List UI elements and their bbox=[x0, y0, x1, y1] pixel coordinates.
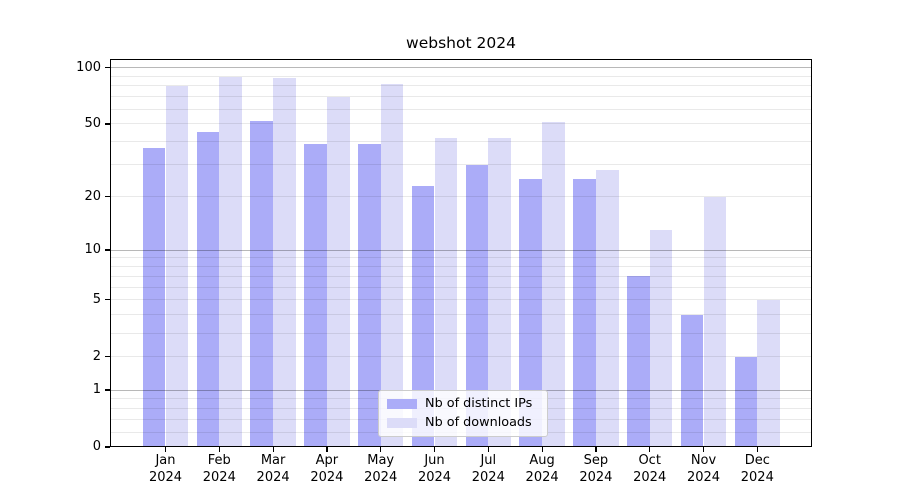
x-tick-mark bbox=[272, 447, 274, 452]
legend-label: Nb of downloads bbox=[425, 415, 532, 430]
bar-distinct-ips bbox=[304, 143, 327, 447]
gridline bbox=[110, 266, 812, 267]
bar-distinct-ips bbox=[411, 185, 435, 447]
y-tick-label: 100 bbox=[76, 59, 101, 75]
y-tick-mark bbox=[104, 123, 110, 125]
bar-distinct-ips bbox=[357, 143, 381, 447]
plot-area: Nb of distinct IPs Nb of downloads bbox=[110, 59, 812, 447]
bar-downloads bbox=[219, 77, 243, 447]
gridline bbox=[110, 75, 812, 77]
gridline bbox=[110, 356, 812, 358]
gridline bbox=[110, 286, 812, 288]
bar-distinct-ips bbox=[680, 314, 704, 447]
bar-downloads bbox=[757, 299, 781, 447]
gridline bbox=[110, 108, 812, 110]
y-tick-mark bbox=[104, 299, 110, 301]
gridline bbox=[110, 85, 812, 87]
bar-distinct-ips bbox=[465, 164, 489, 447]
y-tick-label: 2 bbox=[92, 348, 101, 364]
y-tick-mark bbox=[104, 446, 110, 448]
x-tick-label: Aug 2024 bbox=[525, 453, 559, 485]
bar-downloads bbox=[649, 230, 673, 447]
y-tick-mark bbox=[104, 67, 110, 69]
x-tick-mark bbox=[702, 447, 705, 452]
bar-downloads bbox=[434, 137, 458, 447]
x-tick-label: Nov 2024 bbox=[686, 453, 721, 485]
bar-downloads bbox=[273, 78, 296, 447]
x-tick-label: Dec 2024 bbox=[740, 453, 774, 485]
bar-distinct-ips bbox=[734, 356, 758, 447]
gridline bbox=[110, 164, 812, 166]
y-tick-label: 0 bbox=[92, 439, 101, 454]
x-tick-mark bbox=[326, 447, 328, 452]
gridline bbox=[110, 123, 812, 125]
y-tick-label: 1 bbox=[92, 382, 101, 397]
bars-layer bbox=[110, 59, 812, 447]
gridline bbox=[110, 141, 812, 143]
legend-row: Nb of downloads bbox=[387, 416, 539, 430]
y-tick-label: 10 bbox=[84, 242, 101, 257]
gridline bbox=[110, 332, 812, 334]
gridline bbox=[110, 249, 812, 251]
x-tick-mark bbox=[541, 447, 543, 452]
bar-distinct-ips bbox=[626, 276, 650, 447]
x-tick-mark bbox=[433, 447, 436, 452]
grid-layer bbox=[110, 59, 812, 447]
bar-downloads bbox=[595, 170, 619, 447]
x-tick-mark bbox=[487, 447, 489, 452]
gridline bbox=[110, 275, 812, 277]
legend: Nb of distinct IPs Nb of downloads bbox=[378, 390, 548, 437]
y-tick-mark bbox=[104, 249, 110, 251]
y-tick-mark bbox=[104, 356, 110, 358]
x-tick-mark bbox=[164, 447, 167, 452]
legend-swatch bbox=[387, 417, 417, 429]
bar-distinct-ips bbox=[519, 179, 543, 447]
gridline bbox=[110, 299, 812, 301]
bar-distinct-ips bbox=[250, 120, 274, 447]
bar-downloads bbox=[326, 96, 350, 447]
x-tick-label: Jul 2024 bbox=[471, 453, 505, 485]
x-tick-mark bbox=[380, 447, 382, 452]
y-tick-mark bbox=[104, 389, 110, 391]
x-tick-label: Mar 2024 bbox=[256, 453, 290, 485]
bar-downloads bbox=[380, 83, 404, 447]
legend-swatch bbox=[387, 398, 417, 410]
chart-title: webshot 2024 bbox=[406, 34, 516, 52]
x-tick-label: Jun 2024 bbox=[417, 453, 452, 485]
legend-label: Nb of distinct IPs bbox=[425, 396, 533, 411]
bar-distinct-ips bbox=[573, 179, 596, 447]
gridline bbox=[110, 196, 812, 198]
bar-downloads bbox=[488, 137, 512, 447]
bar-downloads bbox=[703, 196, 727, 447]
bar-downloads bbox=[165, 85, 189, 447]
x-tick-label: May 2024 bbox=[364, 453, 398, 485]
x-tick-mark bbox=[756, 447, 758, 452]
x-tick-label: Oct 2024 bbox=[633, 453, 667, 485]
gridline bbox=[110, 314, 812, 316]
bar-distinct-ips bbox=[196, 132, 220, 447]
x-tick-label: Jan 2024 bbox=[148, 453, 183, 485]
y-tick-label: 5 bbox=[92, 291, 101, 307]
y-tick-label: 50 bbox=[84, 115, 101, 131]
gridline bbox=[110, 257, 812, 259]
x-tick-label: Feb 2024 bbox=[202, 453, 236, 485]
y-tick-mark bbox=[104, 196, 110, 198]
gridline bbox=[110, 67, 812, 69]
y-tick-label: 20 bbox=[84, 188, 101, 204]
x-tick-label: Sep 2024 bbox=[579, 453, 613, 485]
bar-distinct-ips bbox=[142, 148, 166, 447]
x-tick-mark bbox=[218, 447, 220, 452]
bar-downloads bbox=[542, 122, 565, 447]
x-tick-mark bbox=[649, 447, 651, 452]
x-tick-mark bbox=[595, 447, 597, 452]
legend-row: Nb of distinct IPs bbox=[387, 397, 539, 411]
gridline bbox=[110, 96, 812, 98]
x-tick-label: Apr 2024 bbox=[310, 453, 344, 485]
